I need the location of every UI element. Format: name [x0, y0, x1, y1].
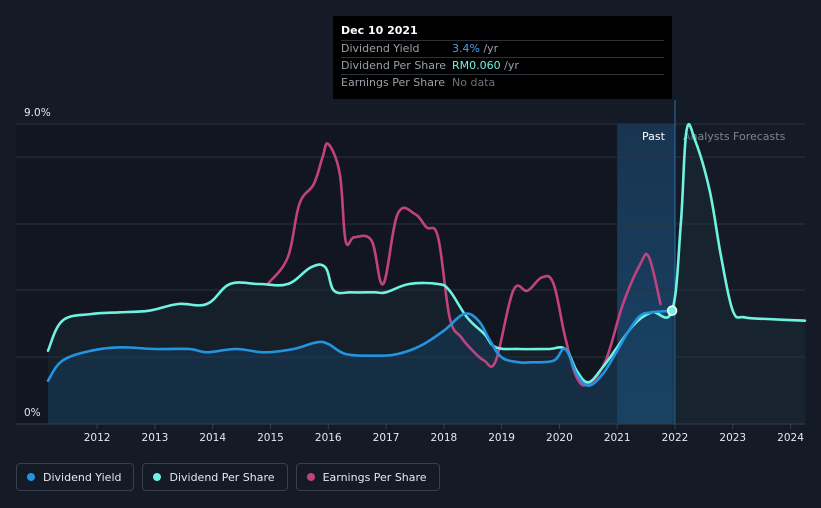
x-tick-label: 2020 — [546, 432, 573, 444]
legend-dot — [153, 473, 162, 481]
legend-dot — [306, 473, 315, 481]
x-tick-label: 2017 — [373, 432, 400, 444]
tooltip-date: Dec 10 2021 — [341, 24, 418, 37]
hover-tooltip: Dec 10 2021 Dividend Yield 3.4% /yr Divi… — [333, 16, 672, 99]
tooltip-value: RM0.060 — [452, 59, 501, 72]
tooltip-row-dividend-per-share: Dividend Per Share RM0.060 /yr — [341, 57, 664, 74]
x-tick-label: 2012 — [84, 432, 111, 444]
x-tick-label: 2013 — [142, 432, 169, 444]
x-tick-label: 2014 — [199, 432, 226, 444]
past-background — [16, 124, 675, 424]
tooltip-label: Dividend Yield — [341, 42, 420, 55]
x-tick-label: 2024 — [777, 432, 804, 444]
legend-item-earnings-per-share[interactable]: Earnings Per Share — [295, 463, 440, 491]
x-tick-label: 2016 — [315, 432, 342, 444]
x-tick-label: 2023 — [719, 432, 746, 444]
x-tick-label: 2019 — [488, 432, 515, 444]
forecast-label: Analysts Forecasts — [683, 130, 786, 143]
highlight-point — [666, 305, 678, 316]
past-label: Past — [642, 130, 666, 143]
tooltip-value: No data — [452, 76, 496, 89]
y-axis-min-label: 0% — [24, 407, 41, 419]
past-highlight-band — [617, 124, 675, 424]
tooltip-row-dividend-yield: Dividend Yield 3.4% /yr — [341, 40, 664, 57]
dividend-yield-line — [46, 309, 674, 387]
x-tick-label: 2015 — [257, 432, 284, 444]
y-axis-max-label: 9.0% — [24, 107, 51, 119]
legend-item-dividend-yield[interactable]: Dividend Yield — [16, 463, 135, 491]
legend-label: Dividend Per Share — [169, 470, 275, 484]
x-tick-label: 2021 — [604, 432, 631, 444]
legend-label: Earnings Per Share — [322, 470, 427, 484]
legend-item-dividend-per-share[interactable]: Dividend Per Share — [142, 463, 288, 491]
tooltip-suffix: /yr — [479, 42, 499, 55]
tooltip-row-earnings-per-share: Earnings Per Share No data — [341, 74, 664, 91]
x-tick-label: 2018 — [430, 432, 457, 444]
legend-label: Dividend Yield — [43, 470, 122, 484]
dividend-yield-area — [48, 310, 673, 424]
tooltip-label: Dividend Per Share — [341, 59, 447, 72]
x-tick-label: 2022 — [662, 432, 689, 444]
chart-legend: Dividend Yield Dividend Per Share Earnin… — [16, 463, 440, 491]
tooltip-suffix: /yr — [500, 59, 519, 72]
tooltip-label: Earnings Per Share — [341, 76, 446, 89]
legend-dot — [27, 473, 35, 481]
tooltip-value: 3.4% — [452, 42, 480, 55]
